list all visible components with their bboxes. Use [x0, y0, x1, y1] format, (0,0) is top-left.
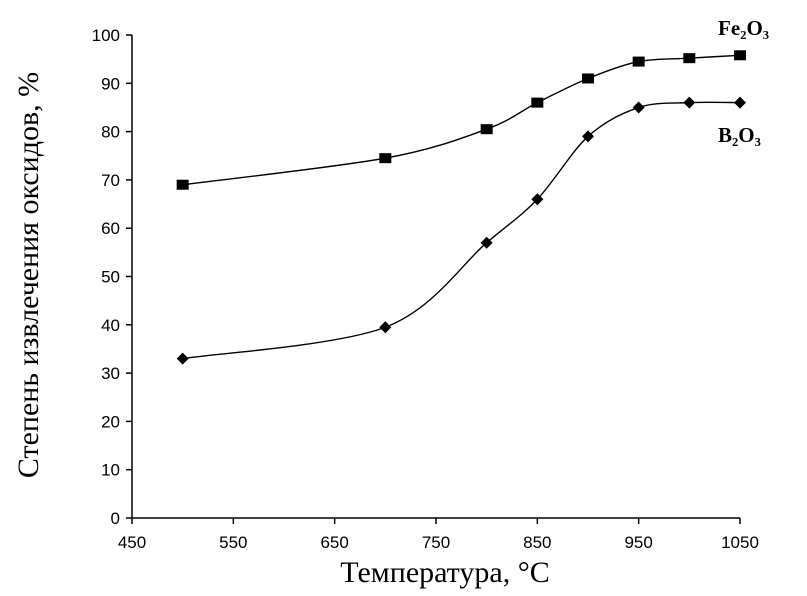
x-axis-title: Температура, °С [340, 556, 549, 589]
series-label-fe2o3: Fe₂O₃ [718, 16, 769, 40]
data-point-square [480, 124, 493, 135]
data-point-square [683, 53, 696, 64]
y-axis-ticks: 0 10 20 30 40 50 60 70 80 90 100 [92, 26, 132, 528]
data-point-square [379, 153, 392, 164]
series-line [182, 101, 741, 360]
data-point-diamond [683, 96, 696, 109]
data-point-square [582, 73, 594, 84]
x-axis-ticks: 450 550 650 750 850 950 1050 [118, 518, 759, 552]
data-point-square [632, 56, 645, 67]
data-point-diamond [734, 96, 746, 109]
data-point-diamond [632, 101, 645, 114]
x-tick-label: 850 [523, 533, 551, 552]
series-fe2o3 [176, 50, 746, 190]
x-tick-label: 450 [118, 533, 146, 552]
data-point-diamond [582, 130, 594, 143]
y-tick-label: 90 [101, 74, 120, 93]
x-tick-label: 750 [422, 533, 450, 552]
data-point-diamond [176, 352, 189, 365]
y-tick-label: 70 [101, 171, 120, 190]
y-tick-label: 50 [101, 268, 120, 287]
y-tick-label: 20 [101, 412, 120, 431]
y-axis-title: Степень извлечения оксидов, % [12, 72, 45, 478]
data-point-square [734, 50, 746, 61]
series-layer [176, 50, 746, 365]
y-tick-label: 80 [101, 123, 120, 142]
series-line [182, 54, 741, 186]
x-tick-label: 950 [624, 533, 652, 552]
y-tick-label: 60 [101, 219, 120, 238]
x-tick-label: 550 [219, 533, 247, 552]
data-point-diamond [379, 321, 392, 334]
data-point-square [176, 179, 189, 190]
y-tick-label: 100 [92, 26, 120, 45]
y-tick-label: 10 [101, 461, 120, 480]
series-b2o3 [176, 96, 746, 365]
data-point-square [531, 97, 544, 108]
series-label-b2o3: B₂O₃ [718, 123, 761, 147]
data-point-diamond [531, 193, 544, 206]
y-tick-label: 30 [101, 364, 120, 383]
y-tick-label: 0 [111, 509, 120, 528]
axes [131, 35, 740, 519]
x-tick-label: 650 [320, 533, 348, 552]
x-tick-label: 1050 [721, 533, 759, 552]
data-point-diamond [480, 236, 493, 249]
y-tick-label: 40 [101, 316, 120, 335]
